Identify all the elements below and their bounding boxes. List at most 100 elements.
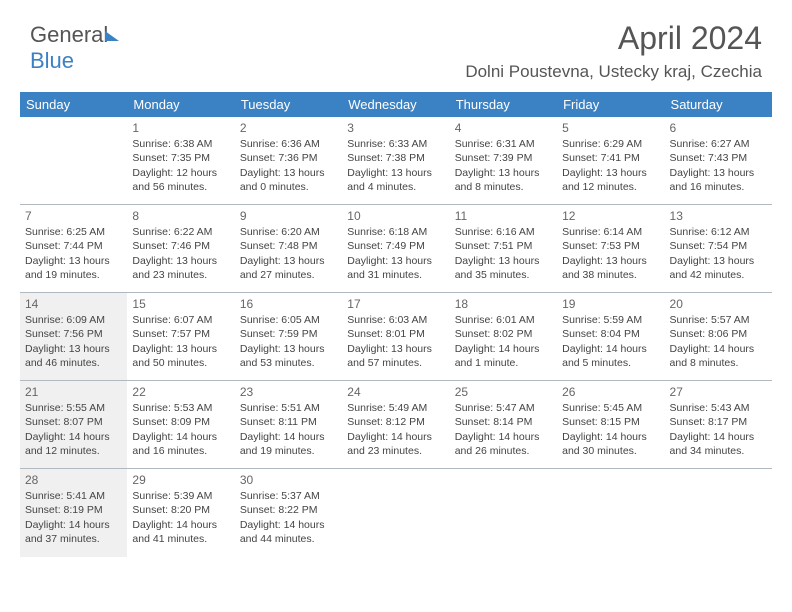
sunset-text: Sunset: 8:12 PM: [347, 415, 444, 429]
day-number: 22: [132, 384, 229, 400]
daylight-text: Daylight: 14 hours and 41 minutes.: [132, 518, 229, 546]
calendar-day-cell: 26Sunrise: 5:45 AMSunset: 8:15 PMDayligh…: [557, 381, 664, 469]
header-saturday: Saturday: [665, 92, 772, 117]
calendar-day-cell: 23Sunrise: 5:51 AMSunset: 8:11 PMDayligh…: [235, 381, 342, 469]
sunrise-text: Sunrise: 5:57 AM: [670, 313, 767, 327]
sunrise-text: Sunrise: 6:05 AM: [240, 313, 337, 327]
day-number: 9: [240, 208, 337, 224]
calendar-day-cell: 20Sunrise: 5:57 AMSunset: 8:06 PMDayligh…: [665, 293, 772, 381]
sunset-text: Sunset: 7:56 PM: [25, 327, 122, 341]
daylight-text: Daylight: 14 hours and 37 minutes.: [25, 518, 122, 546]
daylight-text: Daylight: 14 hours and 16 minutes.: [132, 430, 229, 458]
day-number: 23: [240, 384, 337, 400]
calendar-day-cell: 17Sunrise: 6:03 AMSunset: 8:01 PMDayligh…: [342, 293, 449, 381]
calendar-day-cell: 25Sunrise: 5:47 AMSunset: 8:14 PMDayligh…: [450, 381, 557, 469]
sunrise-text: Sunrise: 5:37 AM: [240, 489, 337, 503]
sunset-text: Sunset: 7:57 PM: [132, 327, 229, 341]
daylight-text: Daylight: 13 hours and 0 minutes.: [240, 166, 337, 194]
calendar-day-cell: 9Sunrise: 6:20 AMSunset: 7:48 PMDaylight…: [235, 205, 342, 293]
header-friday: Friday: [557, 92, 664, 117]
day-number: 16: [240, 296, 337, 312]
day-number: 8: [132, 208, 229, 224]
sunrise-text: Sunrise: 6:01 AM: [455, 313, 552, 327]
calendar-day-cell: 6Sunrise: 6:27 AMSunset: 7:43 PMDaylight…: [665, 117, 772, 205]
sunrise-text: Sunrise: 5:45 AM: [562, 401, 659, 415]
day-number: 17: [347, 296, 444, 312]
sunrise-text: Sunrise: 6:20 AM: [240, 225, 337, 239]
day-header-row: Sunday Monday Tuesday Wednesday Thursday…: [20, 92, 772, 117]
sunset-text: Sunset: 7:53 PM: [562, 239, 659, 253]
daylight-text: Daylight: 13 hours and 19 minutes.: [25, 254, 122, 282]
daylight-text: Daylight: 13 hours and 57 minutes.: [347, 342, 444, 370]
daylight-text: Daylight: 14 hours and 34 minutes.: [670, 430, 767, 458]
calendar-day-cell: 8Sunrise: 6:22 AMSunset: 7:46 PMDaylight…: [127, 205, 234, 293]
sunrise-text: Sunrise: 6:12 AM: [670, 225, 767, 239]
sunrise-text: Sunrise: 6:07 AM: [132, 313, 229, 327]
daylight-text: Daylight: 13 hours and 27 minutes.: [240, 254, 337, 282]
day-number: 4: [455, 120, 552, 136]
calendar-day-cell: 10Sunrise: 6:18 AMSunset: 7:49 PMDayligh…: [342, 205, 449, 293]
calendar-day-cell: [20, 117, 127, 205]
logo-part2: Blue: [30, 48, 74, 73]
sunset-text: Sunset: 7:51 PM: [455, 239, 552, 253]
calendar-day-cell: 13Sunrise: 6:12 AMSunset: 7:54 PMDayligh…: [665, 205, 772, 293]
day-number: 14: [25, 296, 122, 312]
day-number: 13: [670, 208, 767, 224]
sunset-text: Sunset: 8:01 PM: [347, 327, 444, 341]
sunset-text: Sunset: 8:04 PM: [562, 327, 659, 341]
calendar-day-cell: 24Sunrise: 5:49 AMSunset: 8:12 PMDayligh…: [342, 381, 449, 469]
daylight-text: Daylight: 14 hours and 5 minutes.: [562, 342, 659, 370]
sunset-text: Sunset: 8:06 PM: [670, 327, 767, 341]
calendar-day-cell: 22Sunrise: 5:53 AMSunset: 8:09 PMDayligh…: [127, 381, 234, 469]
sunset-text: Sunset: 7:46 PM: [132, 239, 229, 253]
day-number: 20: [670, 296, 767, 312]
calendar-day-cell: 15Sunrise: 6:07 AMSunset: 7:57 PMDayligh…: [127, 293, 234, 381]
sunrise-text: Sunrise: 5:49 AM: [347, 401, 444, 415]
sunset-text: Sunset: 8:09 PM: [132, 415, 229, 429]
daylight-text: Daylight: 13 hours and 12 minutes.: [562, 166, 659, 194]
daylight-text: Daylight: 13 hours and 4 minutes.: [347, 166, 444, 194]
calendar-day-cell: 27Sunrise: 5:43 AMSunset: 8:17 PMDayligh…: [665, 381, 772, 469]
sunset-text: Sunset: 7:43 PM: [670, 151, 767, 165]
day-number: 5: [562, 120, 659, 136]
logo: General Blue: [30, 22, 119, 74]
calendar-day-cell: 28Sunrise: 5:41 AMSunset: 8:19 PMDayligh…: [20, 469, 127, 557]
sunrise-text: Sunrise: 6:09 AM: [25, 313, 122, 327]
daylight-text: Daylight: 14 hours and 19 minutes.: [240, 430, 337, 458]
calendar-day-cell: [557, 469, 664, 557]
daylight-text: Daylight: 14 hours and 26 minutes.: [455, 430, 552, 458]
sunrise-text: Sunrise: 6:31 AM: [455, 137, 552, 151]
sunset-text: Sunset: 8:22 PM: [240, 503, 337, 517]
daylight-text: Daylight: 14 hours and 44 minutes.: [240, 518, 337, 546]
sunrise-text: Sunrise: 6:18 AM: [347, 225, 444, 239]
sunrise-text: Sunrise: 6:38 AM: [132, 137, 229, 151]
daylight-text: Daylight: 13 hours and 8 minutes.: [455, 166, 552, 194]
day-number: 2: [240, 120, 337, 136]
location-label: Dolni Poustevna, Ustecky kraj, Czechia: [465, 62, 762, 82]
sunset-text: Sunset: 7:49 PM: [347, 239, 444, 253]
logo-part1: General: [30, 22, 108, 47]
calendar-day-cell: 14Sunrise: 6:09 AMSunset: 7:56 PMDayligh…: [20, 293, 127, 381]
calendar-week-row: 7Sunrise: 6:25 AMSunset: 7:44 PMDaylight…: [20, 205, 772, 293]
calendar-day-cell: 4Sunrise: 6:31 AMSunset: 7:39 PMDaylight…: [450, 117, 557, 205]
sunrise-text: Sunrise: 5:51 AM: [240, 401, 337, 415]
sunrise-text: Sunrise: 5:41 AM: [25, 489, 122, 503]
daylight-text: Daylight: 13 hours and 53 minutes.: [240, 342, 337, 370]
sunset-text: Sunset: 7:39 PM: [455, 151, 552, 165]
day-number: 27: [670, 384, 767, 400]
day-number: 24: [347, 384, 444, 400]
day-number: 11: [455, 208, 552, 224]
calendar-day-cell: 11Sunrise: 6:16 AMSunset: 7:51 PMDayligh…: [450, 205, 557, 293]
day-number: 10: [347, 208, 444, 224]
sunrise-text: Sunrise: 5:39 AM: [132, 489, 229, 503]
sunrise-text: Sunrise: 5:59 AM: [562, 313, 659, 327]
daylight-text: Daylight: 13 hours and 46 minutes.: [25, 342, 122, 370]
calendar-day-cell: 1Sunrise: 6:38 AMSunset: 7:35 PMDaylight…: [127, 117, 234, 205]
day-number: 25: [455, 384, 552, 400]
sunset-text: Sunset: 8:07 PM: [25, 415, 122, 429]
sunset-text: Sunset: 7:59 PM: [240, 327, 337, 341]
day-number: 29: [132, 472, 229, 488]
header-monday: Monday: [127, 92, 234, 117]
day-number: 30: [240, 472, 337, 488]
calendar-week-row: 28Sunrise: 5:41 AMSunset: 8:19 PMDayligh…: [20, 469, 772, 557]
